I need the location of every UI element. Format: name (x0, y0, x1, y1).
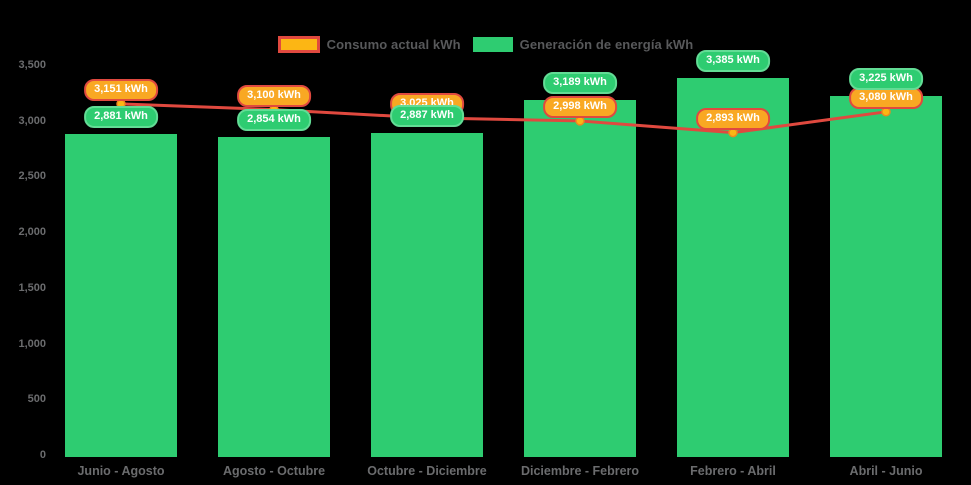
y-tick-label: 3,500 (18, 59, 46, 71)
consumption-value-badge: 3,100 kWh (237, 84, 311, 107)
x-category-label: Febrero - Abril (690, 464, 776, 478)
y-tick-label: 1,500 (18, 281, 46, 294)
generation-value-badge: 2,881 kWh (84, 105, 158, 128)
consumption-value-badge: 2,893 kWh (696, 107, 770, 130)
legend-swatch-generacion-bar (472, 37, 513, 52)
generation-bar[interactable] (830, 95, 942, 457)
generation-value-badge: 2,854 kWh (237, 108, 311, 131)
y-tick-label: 500 (27, 393, 46, 406)
consumption-value-badge: 2,998 kWh (543, 95, 617, 118)
x-category-label: Octubre - Diciembre (367, 464, 487, 478)
generation-value-badge: 2,887 kWh (390, 105, 464, 128)
consumption-marker[interactable] (575, 116, 585, 126)
consumption-value-badge: 3,151 kWh (84, 78, 158, 101)
generation-bar[interactable] (65, 133, 177, 457)
generation-bar[interactable] (677, 77, 789, 457)
y-tick-label: 2,500 (18, 170, 46, 183)
x-category-label: Agosto - Octubre (222, 464, 326, 478)
legend-item-consumo[interactable]: Consumo actual kWh (277, 36, 461, 53)
generation-value-badge: 3,385 kWh (696, 49, 770, 72)
legend-swatch-consumo-line (277, 36, 320, 53)
x-category-label: Diciembre - Febrero (520, 464, 640, 478)
legend-item-generacion[interactable]: Generación de energía kWh (472, 37, 694, 52)
generation-bar[interactable] (524, 99, 636, 457)
consumption-value-badge: 3,080 kWh (849, 86, 923, 109)
x-category-label: Abril - Junio (849, 464, 923, 478)
consumption-marker[interactable] (881, 107, 891, 117)
legend-label-generacion: Generación de energía kWh (519, 37, 694, 52)
generation-value-badge: 3,189 kWh (543, 71, 617, 94)
legend-label-consumo: Consumo actual kWh (326, 37, 461, 52)
x-category-label: Junio - Agosto (77, 464, 165, 478)
y-tick-label: 3,000 (18, 114, 46, 127)
legend: Consumo actual kWh Generación de energía… (0, 36, 971, 53)
y-tick-label: 0 (39, 449, 46, 461)
generation-value-badge: 3,225 kWh (849, 67, 923, 90)
consumption-marker[interactable] (728, 127, 738, 138)
generation-bar[interactable] (371, 133, 483, 457)
generation-bar[interactable] (218, 136, 330, 457)
y-tick-label: 1,000 (18, 337, 46, 350)
y-tick-label: 2,000 (18, 226, 46, 239)
